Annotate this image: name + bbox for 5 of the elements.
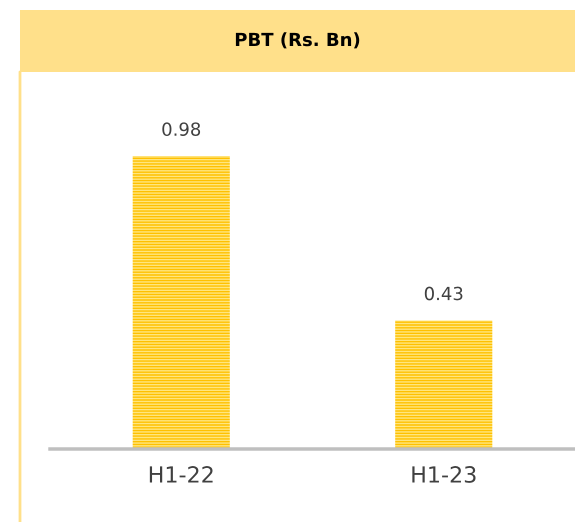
data-label: 0.43	[424, 286, 462, 300]
chart-title: PBT (Rs. Bn)	[236, 32, 360, 48]
data-label: 0.98	[162, 122, 200, 136]
x-tick-label: H1-22	[150, 466, 213, 483]
x-tick-label: H1-23	[412, 466, 476, 483]
